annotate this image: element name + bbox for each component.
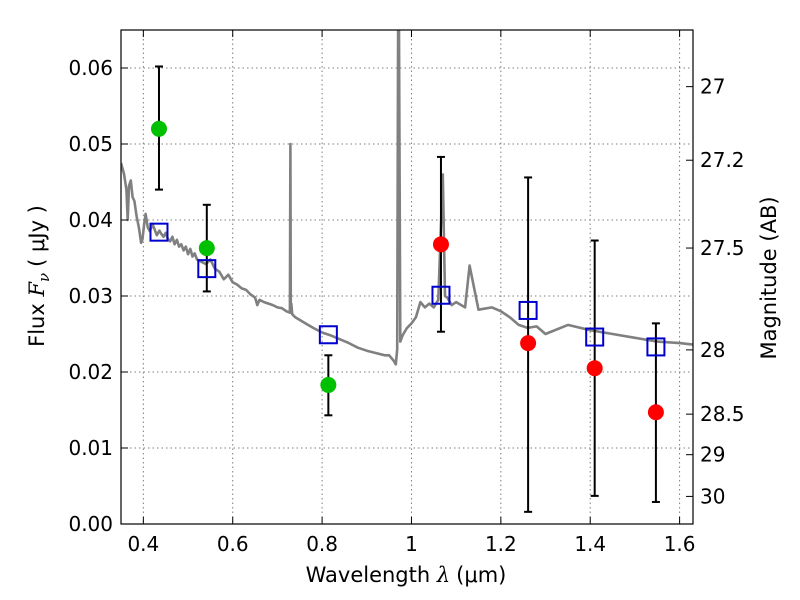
y-tick-label: 0.05 [68,132,113,156]
plot-frame [120,29,694,525]
red-data-point [432,236,449,253]
y2-tick-label: 28.5 [700,402,745,426]
green-data-point [150,120,167,137]
y-tick-label: 0.03 [68,284,113,308]
y2-tick-label: 28 [700,338,725,362]
y-tick-label: 0.01 [68,436,113,460]
x-tick-label: 1.2 [485,532,517,556]
y2-tick-label: 27.2 [700,148,745,172]
spectrum-line [121,30,693,366]
y-axis-label: Flux Fν( μJy ) [25,205,53,347]
model-square-point [585,327,605,347]
model-square-point [149,222,169,242]
model-square-point [431,285,451,305]
green-data-point [320,376,337,393]
red-data-point [586,360,603,377]
y-tick-label: 0.00 [68,512,113,536]
model-square-point [318,325,338,345]
y-tick-label: 0.06 [68,56,113,80]
x-tick-label: 1.4 [574,532,606,556]
y2-axis-label: Magnitude (AB) [757,196,781,359]
green-data-point [198,240,215,257]
plot-area [121,30,693,513]
y-tick-label: 0.04 [68,208,113,232]
ticks: 0.4 0.6 0.8 1 1.2 1.4 1.6 0.00 0.01 0.02 0.03 0.04 0… [68,30,745,556]
x-tick-label: 0.8 [306,532,338,556]
red-data-point [647,404,664,421]
x-tick-label: 1.6 [664,532,696,556]
x-tick-label: 0.6 [217,532,249,556]
y2-tick-label: 27 [700,75,725,99]
x-tick-label: 0.4 [127,532,159,556]
model-square-point [197,259,217,279]
model-square-point [518,300,538,320]
x-axis-label: Wavelength λ (μm) [306,563,507,587]
x-tick-label: 1 [405,532,418,556]
y2-tick-label: 27.5 [700,236,745,260]
y2-tick-label: 29 [700,443,725,467]
model-square-point [646,337,666,357]
red-data-point [520,335,537,352]
y-tick-label: 0.02 [68,360,113,384]
y2-tick-label: 30 [700,484,725,508]
